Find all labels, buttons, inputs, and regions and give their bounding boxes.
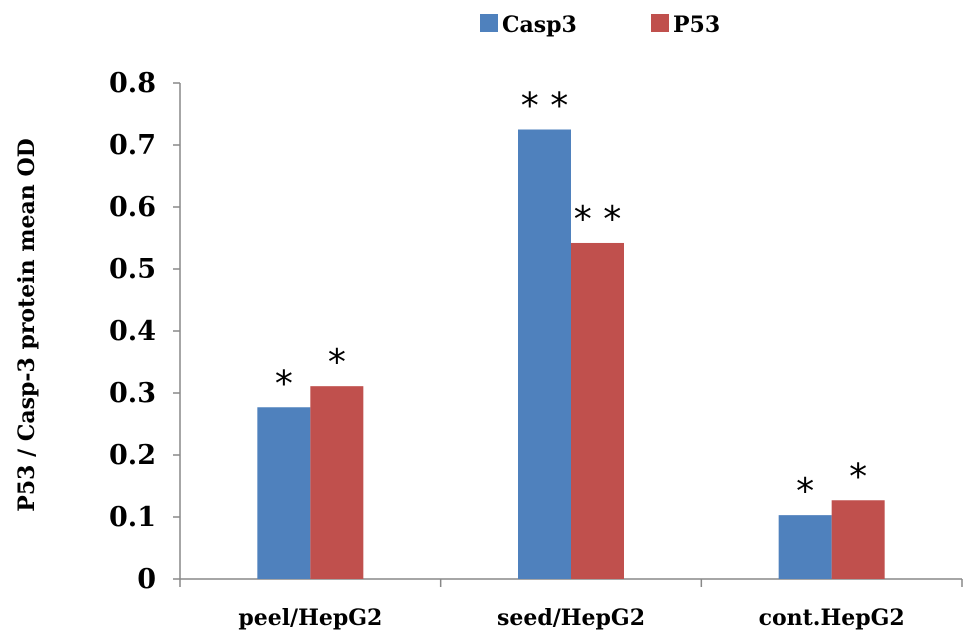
legend-swatch-casp3 — [480, 14, 498, 32]
y-tick-label: 0.4 — [109, 316, 156, 347]
bar-casp3-1 — [518, 129, 571, 579]
legend-label-p53: P53 — [673, 12, 720, 38]
x-tick-label: cont.HepG2 — [759, 605, 905, 631]
legend: Casp3 P53 — [480, 12, 720, 38]
y-tick-label: 0.7 — [109, 130, 156, 161]
y-axis-label: P53 / Casp-3 protein mean OD — [14, 138, 40, 511]
x-tick-label: peel/HepG2 — [238, 605, 382, 631]
y-tick-label: 0.8 — [109, 68, 156, 99]
y-tick-label: 0.2 — [109, 440, 156, 471]
bar-p53-0 — [310, 386, 364, 579]
significance-marker: * — [275, 363, 293, 404]
significance-marker: * * — [574, 199, 621, 240]
significance-marker: * — [796, 471, 814, 512]
y-tick-label: 0.1 — [109, 502, 156, 533]
y-tick-label: 0 — [137, 564, 156, 595]
axes: 0 0.1 0.2 0.3 0.4 0.5 0.6 0.7 0.8 peel/HepG2 seed/… — [109, 68, 963, 631]
bar-p53-1 — [571, 242, 624, 579]
y-tick-label: 0.3 — [109, 378, 156, 409]
significance-marker: * * — [521, 86, 568, 127]
significance-marker: * — [328, 342, 346, 383]
y-tick-label: 0.6 — [109, 192, 156, 223]
y-tick-label: 0.5 — [109, 254, 156, 285]
significance-marker: * — [849, 456, 867, 497]
bar-casp3-2 — [778, 515, 832, 579]
legend-label-casp3: Casp3 — [502, 12, 577, 38]
bar-p53-2 — [831, 500, 885, 579]
bars: * * * * * * * * — [257, 86, 885, 579]
x-tick-label: seed/HepG2 — [497, 605, 645, 631]
bar-casp3-0 — [257, 407, 311, 579]
legend-swatch-p53 — [651, 14, 669, 32]
